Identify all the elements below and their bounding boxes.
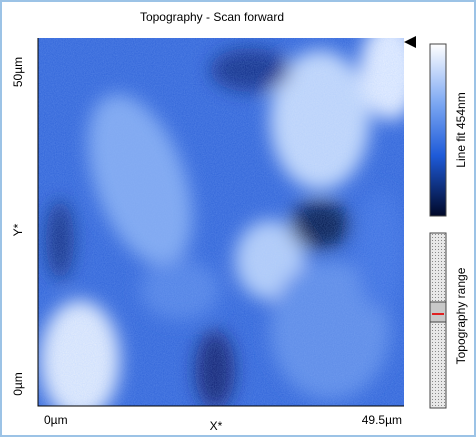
title: Topography - Scan forward [140, 10, 284, 24]
x-left-label: 0µm [44, 413, 68, 427]
x-right-label: 49.5µm [362, 413, 402, 427]
x-axis-label: X* [210, 419, 223, 433]
colorbar [429, 43, 447, 217]
scan-image [38, 38, 404, 406]
y-axis-label: Y* [11, 223, 25, 236]
marker [404, 36, 416, 48]
axes [37, 38, 404, 407]
colorbar-label: Line fit 454nm [454, 92, 468, 167]
y-bottom-label: 0µm [11, 372, 25, 396]
range-selection [429, 301, 447, 323]
range-label: Topography range [454, 267, 468, 364]
y-top-label: 50µm [11, 57, 25, 87]
